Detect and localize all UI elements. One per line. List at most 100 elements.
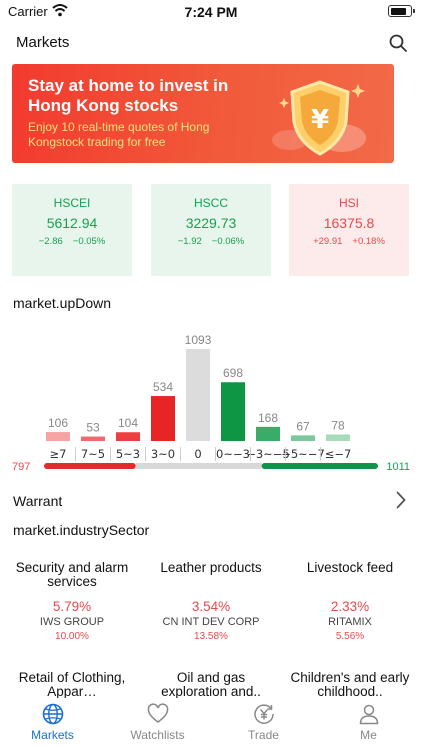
- sector-leading-stock-change: 5.56%: [335, 631, 365, 642]
- page-title: Markets: [16, 34, 70, 51]
- updown-bar-value: 67: [296, 419, 310, 433]
- updown-category-label: 0: [194, 447, 201, 461]
- sector-card[interactable]: Retail of Clothing, Appar…: [12, 671, 132, 699]
- index-change-amount: +29.91: [313, 236, 343, 247]
- sector-name: Retail of Clothing, Appar…: [18, 671, 126, 699]
- updown-category-label: −5~−7: [281, 447, 325, 461]
- heart-icon: [147, 703, 169, 723]
- tab-label: Me: [360, 728, 377, 742]
- updown-category-label: 3~0: [151, 447, 175, 461]
- sector-name: Leather products: [160, 561, 262, 575]
- sector-leading-stock: CN INT DEV CORP: [162, 616, 260, 628]
- tab-markets[interactable]: Markets: [0, 698, 105, 750]
- banner-emblem: ¥: [311, 105, 329, 135]
- tab-trade[interactable]: Trade: [211, 698, 316, 750]
- sector-change: 3.54%: [191, 599, 231, 614]
- updown-category-label: −3~−5: [246, 447, 290, 461]
- updown-bar-value: 534: [153, 380, 173, 394]
- ratio-up-segment: [44, 463, 136, 469]
- sector-change: 5.79%: [52, 599, 92, 614]
- index-name: HSI: [338, 196, 359, 210]
- sector-name: Children's and early childhood..: [290, 671, 410, 699]
- index-change-amount: −1.92: [177, 236, 202, 247]
- updown-bar: [46, 432, 70, 441]
- updown-bar-value: 78: [331, 418, 345, 432]
- updown-category-label: ≥7: [50, 447, 67, 461]
- updown-category-label: 5~3: [116, 447, 140, 461]
- globe-icon: [42, 703, 64, 725]
- sector-card[interactable]: Leather products 3.54% CN INT DEV CORP 1…: [151, 561, 271, 642]
- industry-title: market.industrySector: [13, 522, 150, 538]
- index-change: −2.86 −0.05%: [12, 236, 132, 247]
- person-icon: [359, 704, 379, 725]
- sector-leading-stock-change: 10.00%: [55, 631, 89, 642]
- updown-title: market.upDown: [13, 295, 112, 311]
- up-total-label: 797: [12, 461, 30, 470]
- updown-bar-value: 1093: [185, 333, 212, 347]
- search-icon[interactable]: [388, 33, 408, 53]
- updown-category-label: 0~−3: [216, 447, 250, 461]
- sector-leading-stock: IWS GROUP: [39, 616, 105, 628]
- down-total-label: 1011: [386, 461, 410, 470]
- index-change-percent: −0.05%: [72, 236, 106, 247]
- tab-me[interactable]: Me: [316, 698, 421, 750]
- index-change-amount: −2.86: [38, 236, 63, 247]
- updown-bar: [151, 396, 175, 441]
- updown-bar-value: 106: [48, 416, 68, 430]
- index-change-percent: −0.06%: [211, 236, 245, 247]
- sector-name: Oil and gas exploration and..: [161, 671, 261, 699]
- updown-chart: 106 ≥7 53 7~5 104 5~3 534 3~0 1093 0 698 0~−3 168 −3~…: [12, 333, 410, 470]
- updown-bar-value: 168: [258, 411, 278, 425]
- updown-category-label: 7~5: [81, 447, 105, 461]
- tab-bar: Markets Watchlists Trade Me: [0, 698, 422, 750]
- battery-icon: [388, 5, 415, 17]
- clock: 7:24 PM: [184, 4, 238, 20]
- sector-card[interactable]: Oil and gas exploration and..: [151, 671, 271, 699]
- shield-icon: ¥: [272, 80, 366, 156]
- status-bar: Carrier 7:24 PM: [0, 0, 422, 22]
- warrant-label: Warrant: [13, 493, 63, 509]
- index-name: HSCC: [193, 196, 228, 210]
- tab-watchlists[interactable]: Watchlists: [105, 698, 210, 750]
- updown-bar: [256, 426, 280, 441]
- index-change: +29.91 +0.18%: [289, 236, 409, 247]
- index-value: 5612.94: [46, 215, 98, 231]
- tab-label: Markets: [31, 728, 74, 742]
- sector-card[interactable]: Security and alarm services 5.79% IWS GR…: [12, 561, 132, 642]
- updown-category-label: ≤−7: [325, 447, 352, 461]
- promo-banner[interactable]: Stay at home to invest in Hong Kong stoc…: [12, 64, 394, 163]
- sector-card[interactable]: Livestock feed 2.33% RITAMIX 5.56%: [290, 561, 410, 642]
- sector-leading-stock-change: 13.58%: [194, 631, 228, 642]
- ratio-flat-segment: [135, 463, 262, 469]
- updown-bar: [116, 432, 140, 441]
- warrant-row[interactable]: Warrant: [0, 486, 422, 514]
- index-card-hsi[interactable]: HSI 16375.8 +29.91 +0.18%: [289, 184, 409, 276]
- banner-subtitle: Enjoy 10 real-time quotes of Hong Kongst…: [28, 120, 210, 149]
- trade-icon: [254, 704, 274, 724]
- banner-title: Stay at home to invest in Hong Kong stoc…: [28, 76, 229, 115]
- index-value: 16375.8: [323, 215, 375, 231]
- index-value: 3229.73: [185, 215, 237, 231]
- ratio-down-segment: [261, 463, 378, 469]
- index-card-hscc[interactable]: HSCC 3229.73 −1.92 −0.06%: [151, 184, 271, 276]
- sector-leading-stock: RITAMIX: [328, 616, 372, 628]
- updown-bar-value: 104: [118, 416, 138, 430]
- index-change: −1.92 −0.06%: [151, 236, 271, 247]
- updown-bar-value: 698: [223, 366, 243, 380]
- updown-bar: [291, 435, 315, 441]
- wifi-icon: [52, 4, 68, 17]
- index-name: HSCEI: [53, 196, 91, 210]
- index-card-hscei[interactable]: HSCEI 5612.94 −2.86 −0.05%: [12, 184, 132, 276]
- updown-bar: [326, 434, 350, 441]
- carrier-label: Carrier: [8, 4, 48, 19]
- index-change-percent: +0.18%: [352, 236, 385, 247]
- updown-bar: [221, 382, 245, 441]
- tab-label: Trade: [248, 728, 279, 742]
- tab-label: Watchlists: [130, 728, 185, 742]
- sector-card[interactable]: Children's and early childhood..: [290, 671, 410, 699]
- sector-name: Livestock feed: [306, 561, 394, 575]
- sector-name: Security and alarm services: [15, 561, 129, 589]
- updown-bar: [81, 436, 105, 441]
- updown-bar-value: 53: [86, 421, 100, 435]
- sector-change: 2.33%: [330, 599, 370, 614]
